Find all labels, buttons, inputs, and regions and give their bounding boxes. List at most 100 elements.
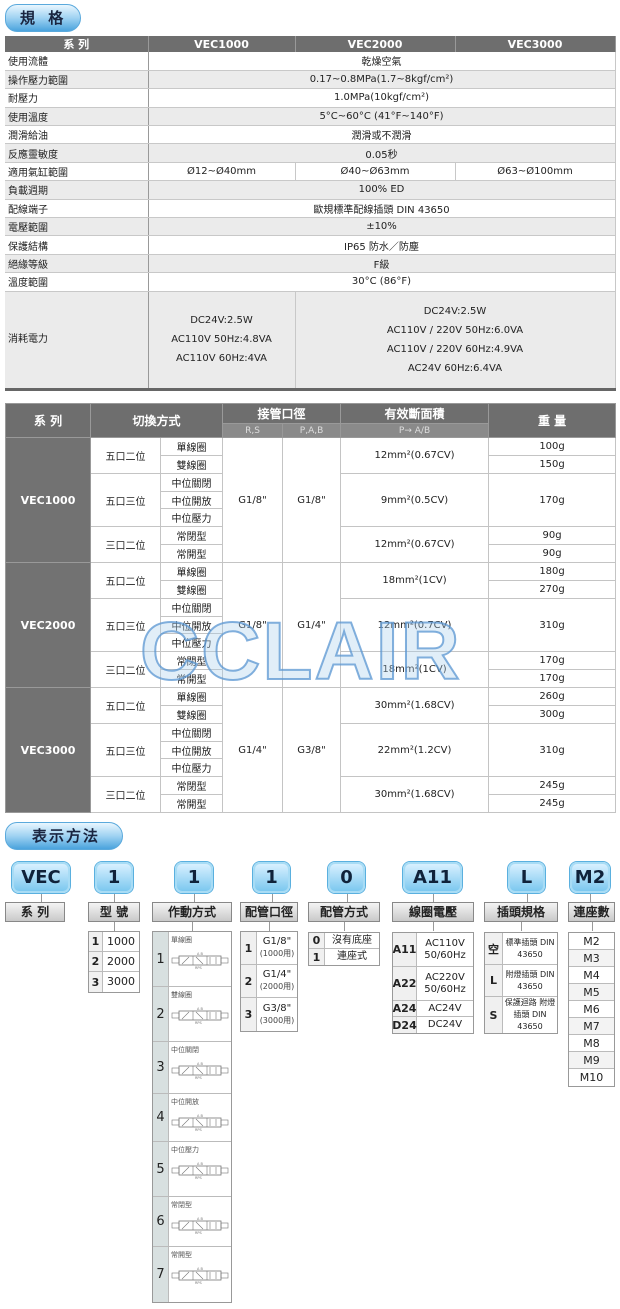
option-value: AC220V 50/60Hz [424,971,466,995]
option-code: 3 [241,998,257,1031]
voltage-option: A24 AC24V [393,1001,473,1017]
weight: 245g [488,794,617,814]
connector-line [192,922,193,931]
option-value: G1/8" [262,936,292,947]
switch-item: 常閉型 [160,526,224,546]
connector-line [346,894,348,902]
spec-label: 消耗電力 [5,291,149,390]
port-rs: G1/8" [222,562,284,689]
option-code: 1 [241,932,257,964]
svg-text:RPS: RPS [195,1021,203,1024]
voltage-option: D24 DC24V [392,1017,473,1033]
switch-type: 五口二位 [90,687,161,724]
option-value: G3/8" [262,1002,292,1014]
weight: 310g [488,722,617,778]
option-code: 2 [89,952,103,971]
flow-row: 三口二位 常閉型 18mm²(1CV) 170g [6,651,617,689]
piping-options: 0 沒有底座 1 連座式 [308,932,380,966]
spec-label: 保護結構 [5,235,149,255]
model-options: 1 1000 2 2000 3 3000 [88,931,140,993]
option-value: 中位關閉 [171,1046,199,1054]
connector-line [433,922,434,931]
option-value: 中位開放 [171,1098,199,1106]
option-code: 0 [309,933,325,948]
actuation-option: 6 常閉型 A B RPS [153,1197,231,1247]
switch-type: 五口三位 [90,472,161,528]
effective-area: 30mm²(1.68CV) [340,687,490,724]
col-port-pab: P,A,B [282,423,342,438]
flow-row: 常開型 245g [6,794,617,814]
svg-text:A B: A B [197,1007,204,1011]
switch-item: 常閉型 [160,776,224,796]
spec-label: 潤滑給油 [5,125,149,145]
spec-label: 使用溫度 [5,107,149,127]
col-port: 接管口徑 [222,403,342,424]
piping-option: 0 沒有底座 [309,933,379,949]
svg-text:RPS: RPS [195,1176,203,1179]
port-option: 3 G3/8" (3000用) [241,998,297,1031]
option-note: (2000用) [259,982,295,991]
option-value: AC24V [428,1002,462,1014]
switch-item: 常開型 [160,669,224,689]
switch-item: 常開型 [160,544,224,564]
power-line: AC110V 60Hz:4VA [175,353,268,365]
switch-item: 常開型 [160,794,224,814]
option-code: 3 [89,972,103,992]
connector-line [194,894,195,902]
code-segment-label: 插頭規格 [484,902,558,922]
spec-value: Ø12~Ø40mm [148,162,296,182]
option-code: D24 [392,1017,417,1033]
spec-row: 保護結構 IP65 防水／防塵 [5,235,616,255]
series-cell: VEC2000 [5,562,91,689]
spec-row: 潤滑給油 潤滑或不潤滑 [5,125,616,145]
valve-symbol-icon: A B RPS [171,1162,229,1180]
switch-type: 五口三位 [90,597,161,653]
spec-header-cell: VEC2000 [295,36,456,52]
code-segment-box: A11 [403,862,462,893]
spec-section-title: 規 格 [5,4,81,32]
option-value: 常開型 [171,1251,192,1259]
connector-line [271,894,273,902]
switch-item: 中位關閉 [160,722,224,742]
switch-item: 雙線圈 [160,579,224,599]
code-segment-label: 線圈電壓 [392,902,474,922]
port-pab: G1/4" [282,562,342,689]
flow-row: 雙線圈 150g [6,454,617,474]
spec-row: 使用溫度 5°C~60°C (41°F~140°F) [5,107,616,127]
option-value: 連座式 [337,951,367,962]
option-code: 3 [153,1042,169,1093]
svg-text:A B: A B [197,1162,204,1166]
option-code: A11 [393,933,417,966]
port-option: 1 G1/8" (1000用) [241,932,297,965]
flow-row: 五口三位 中位關閉 9mm²(0.5CV) 170g [6,472,617,528]
col-port-rs: R,S [222,423,284,438]
spec-row: 使用流體 乾燥空氣 [5,52,616,71]
switch-type: 三口二位 [90,776,161,814]
option-code: A24 [392,1001,417,1016]
col-weight: 重 量 [488,403,617,438]
spec-row: 電壓範圍 ±10% [5,217,616,237]
spec-value: Ø63~Ø100mm [455,162,616,182]
svg-text:A B: A B [197,1217,204,1221]
option-value: AC110V 50/60Hz [424,937,466,961]
connector-line [269,922,270,931]
switch-item: 單線圈 [160,687,224,706]
model-option: 1 1000 [89,932,139,952]
power-line: AC24V 60Hz:6.4VA [407,362,503,374]
code-segment-box: 1 [253,862,290,893]
code-segment-label: 配管口徑 [240,902,298,922]
code-segment-box: M2 [570,862,610,893]
port-rs: G1/4" [222,687,284,814]
weight: 170g [488,472,617,528]
spec-value: F級 [148,254,616,274]
connector-line [114,894,115,902]
spec-label: 適用氣缸範圍 [5,162,149,182]
switch-item: 中位壓力 [160,508,224,528]
stations-option: M6 [569,1001,614,1018]
spec-row: 操作壓力範圍 0.17~0.8MPa(1.7~8kgf/cm²) [5,70,616,90]
col-switch: 切換方式 [89,403,224,438]
switch-item: 中位開放 [160,490,224,510]
col-area-sub: P→ A/B [340,423,490,438]
flow-row: VEC1000 五口二位 單線圈 G1/8" G1/8" 12mm²(0.67CV) 100… [5,436,617,564]
power-line: AC110V / 220V 50Hz:6.0VA [386,324,524,336]
